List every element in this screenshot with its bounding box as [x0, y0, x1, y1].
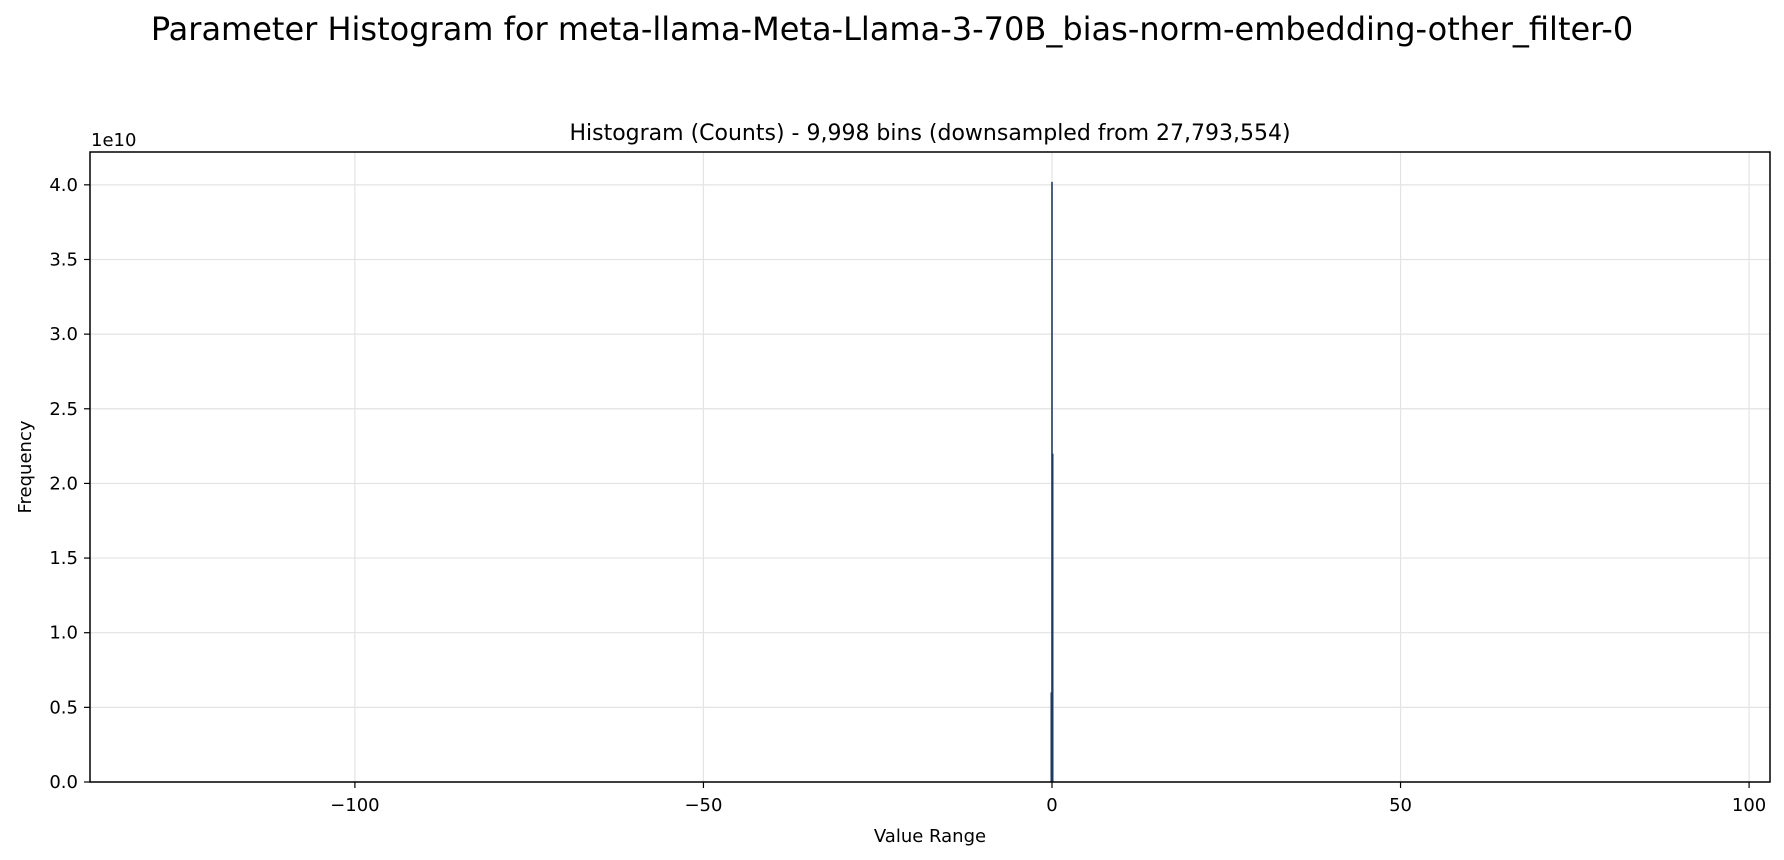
plot-frame [89, 151, 1771, 783]
x-tick-label: 50 [1389, 795, 1412, 816]
x-tick-label: −100 [330, 795, 379, 816]
y-tick-label: 0.5 [49, 697, 78, 718]
x-tick-label: −50 [684, 795, 722, 816]
y-tick-label: 2.0 [49, 473, 78, 494]
histogram-bar [1050, 692, 1053, 782]
histogram-bar [1051, 453, 1054, 782]
grid-lines [90, 152, 1770, 783]
x-tick-label: 100 [1732, 795, 1766, 816]
y-tick-label: 0.0 [49, 772, 78, 793]
x-axis-ticks: −100 −50 0 50 100 [330, 782, 1766, 816]
y-tick-label: 3.5 [49, 249, 78, 270]
y-tick-label: 1.0 [49, 623, 78, 644]
y-offset-label: 1e10 [91, 130, 136, 151]
y-axis-ticks: 0.0 0.5 1.0 1.5 2.0 2.5 3.0 3.5 4.0 [49, 175, 90, 793]
y-axis-label: Frequency [15, 420, 36, 513]
chart-title: Histogram (Counts) - 9,998 bins (downsam… [569, 121, 1290, 146]
y-tick-label: 2.5 [49, 399, 78, 420]
y-tick-label: 3.0 [49, 324, 78, 345]
y-tick-label: 4.0 [49, 175, 78, 196]
x-tick-label: 0 [1046, 795, 1057, 816]
y-tick-label: 1.5 [49, 548, 78, 569]
x-axis-label: Value Range [874, 826, 986, 847]
figure-title: Parameter Histogram for meta-llama-Meta-… [150, 10, 1634, 48]
histogram-bars [1050, 181, 1054, 783]
